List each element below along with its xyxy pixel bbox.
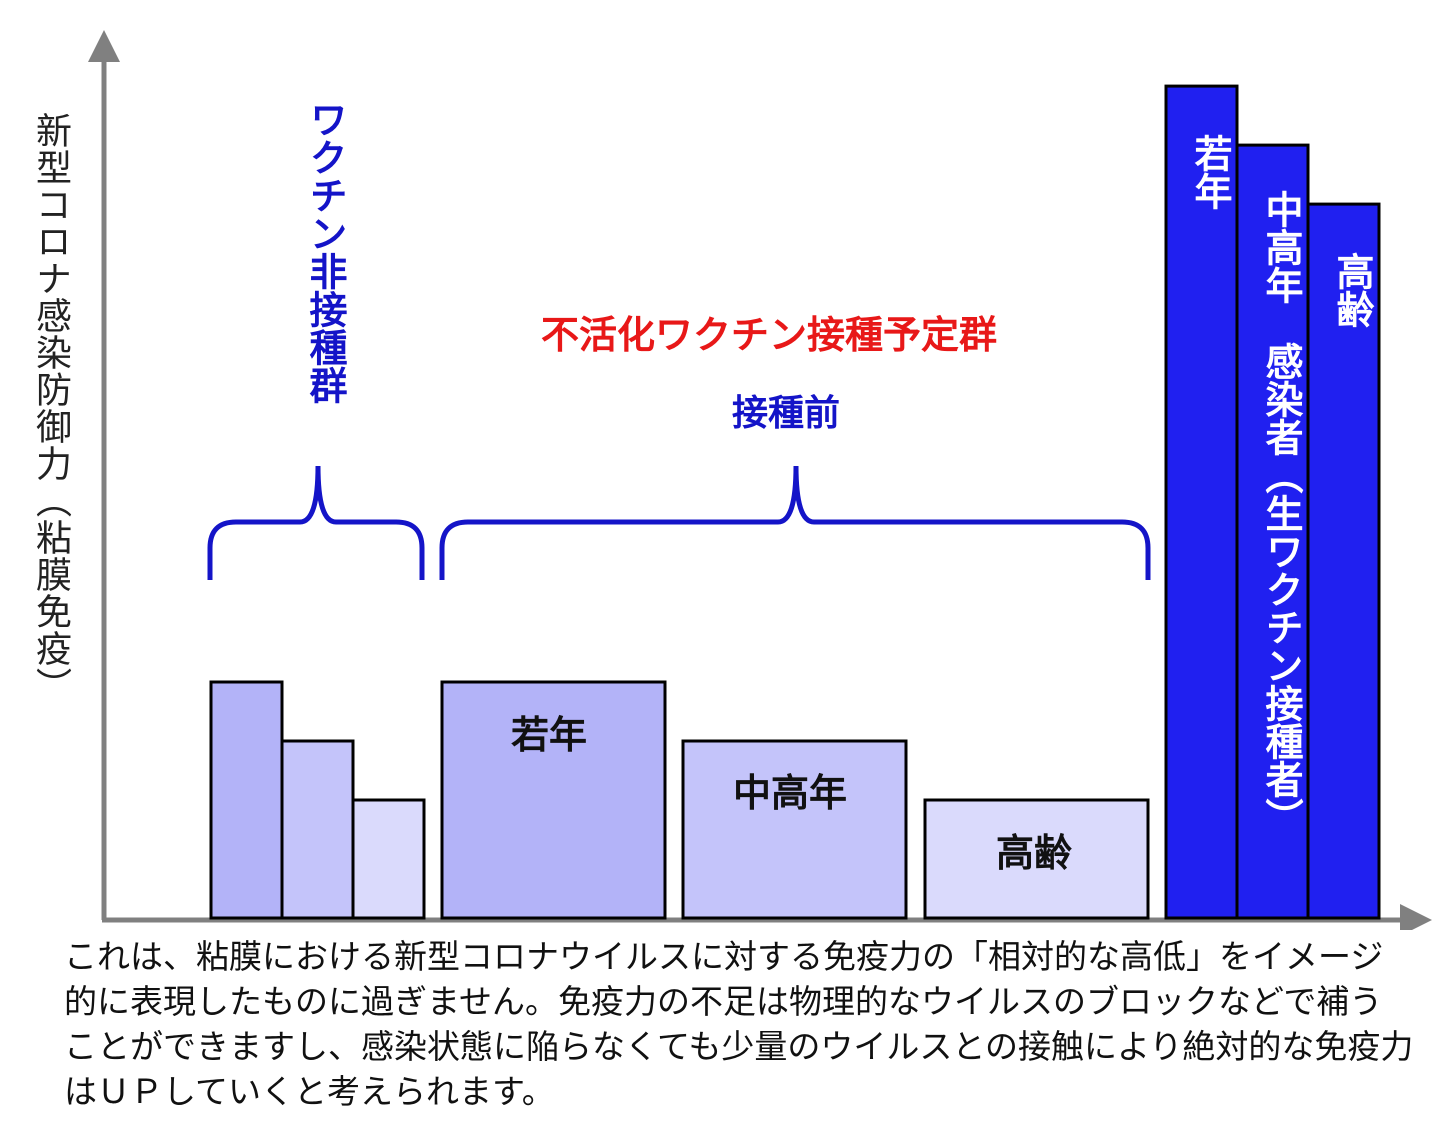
bar-label-infected-young: 若年 [1188, 134, 1232, 210]
brace-unvaccinated [207, 465, 425, 580]
brace-planned [439, 465, 1151, 580]
chart [88, 30, 1432, 930]
planned-sub-label: 接種前 [732, 393, 841, 434]
x-axis-arrowhead [1400, 904, 1432, 930]
bar-planned-2 [681, 739, 908, 920]
bar-unvaccinated-3 [351, 798, 426, 920]
bar-infected-3 [1306, 202, 1381, 920]
y-axis-arrowhead [88, 30, 120, 62]
planned-group-label: 不活化ワクチン接種予定群 [541, 313, 998, 357]
bar-label-infected-elderly: 高齢 [1330, 252, 1374, 328]
bar-label-infected-middle: 中高年 感染者（生ワクチン接種者） [1259, 190, 1303, 836]
unvaccinated-group-label: ワクチン非接種群 [303, 100, 347, 404]
bar-planned-3 [923, 798, 1150, 920]
bars [209, 84, 1381, 920]
bar-label-young: 若年 [511, 713, 588, 757]
y-axis-label: 新型コロナ感染防御力（粘膜免疫） [30, 112, 71, 704]
bar-label-elderly: 高齢 [996, 831, 1073, 875]
bar-label-middle: 中高年 [733, 771, 848, 815]
bar-unvaccinated-1 [209, 680, 284, 920]
bar-infected-1 [1164, 84, 1239, 920]
bar-planned-1 [440, 680, 667, 920]
bar-infected-2 [1235, 143, 1310, 920]
bar-unvaccinated-2 [280, 739, 355, 920]
caption: これは、粘膜における新型コロナウイルスに対する免疫力の「相対的な高低」をイメージ… [64, 937, 1414, 1111]
